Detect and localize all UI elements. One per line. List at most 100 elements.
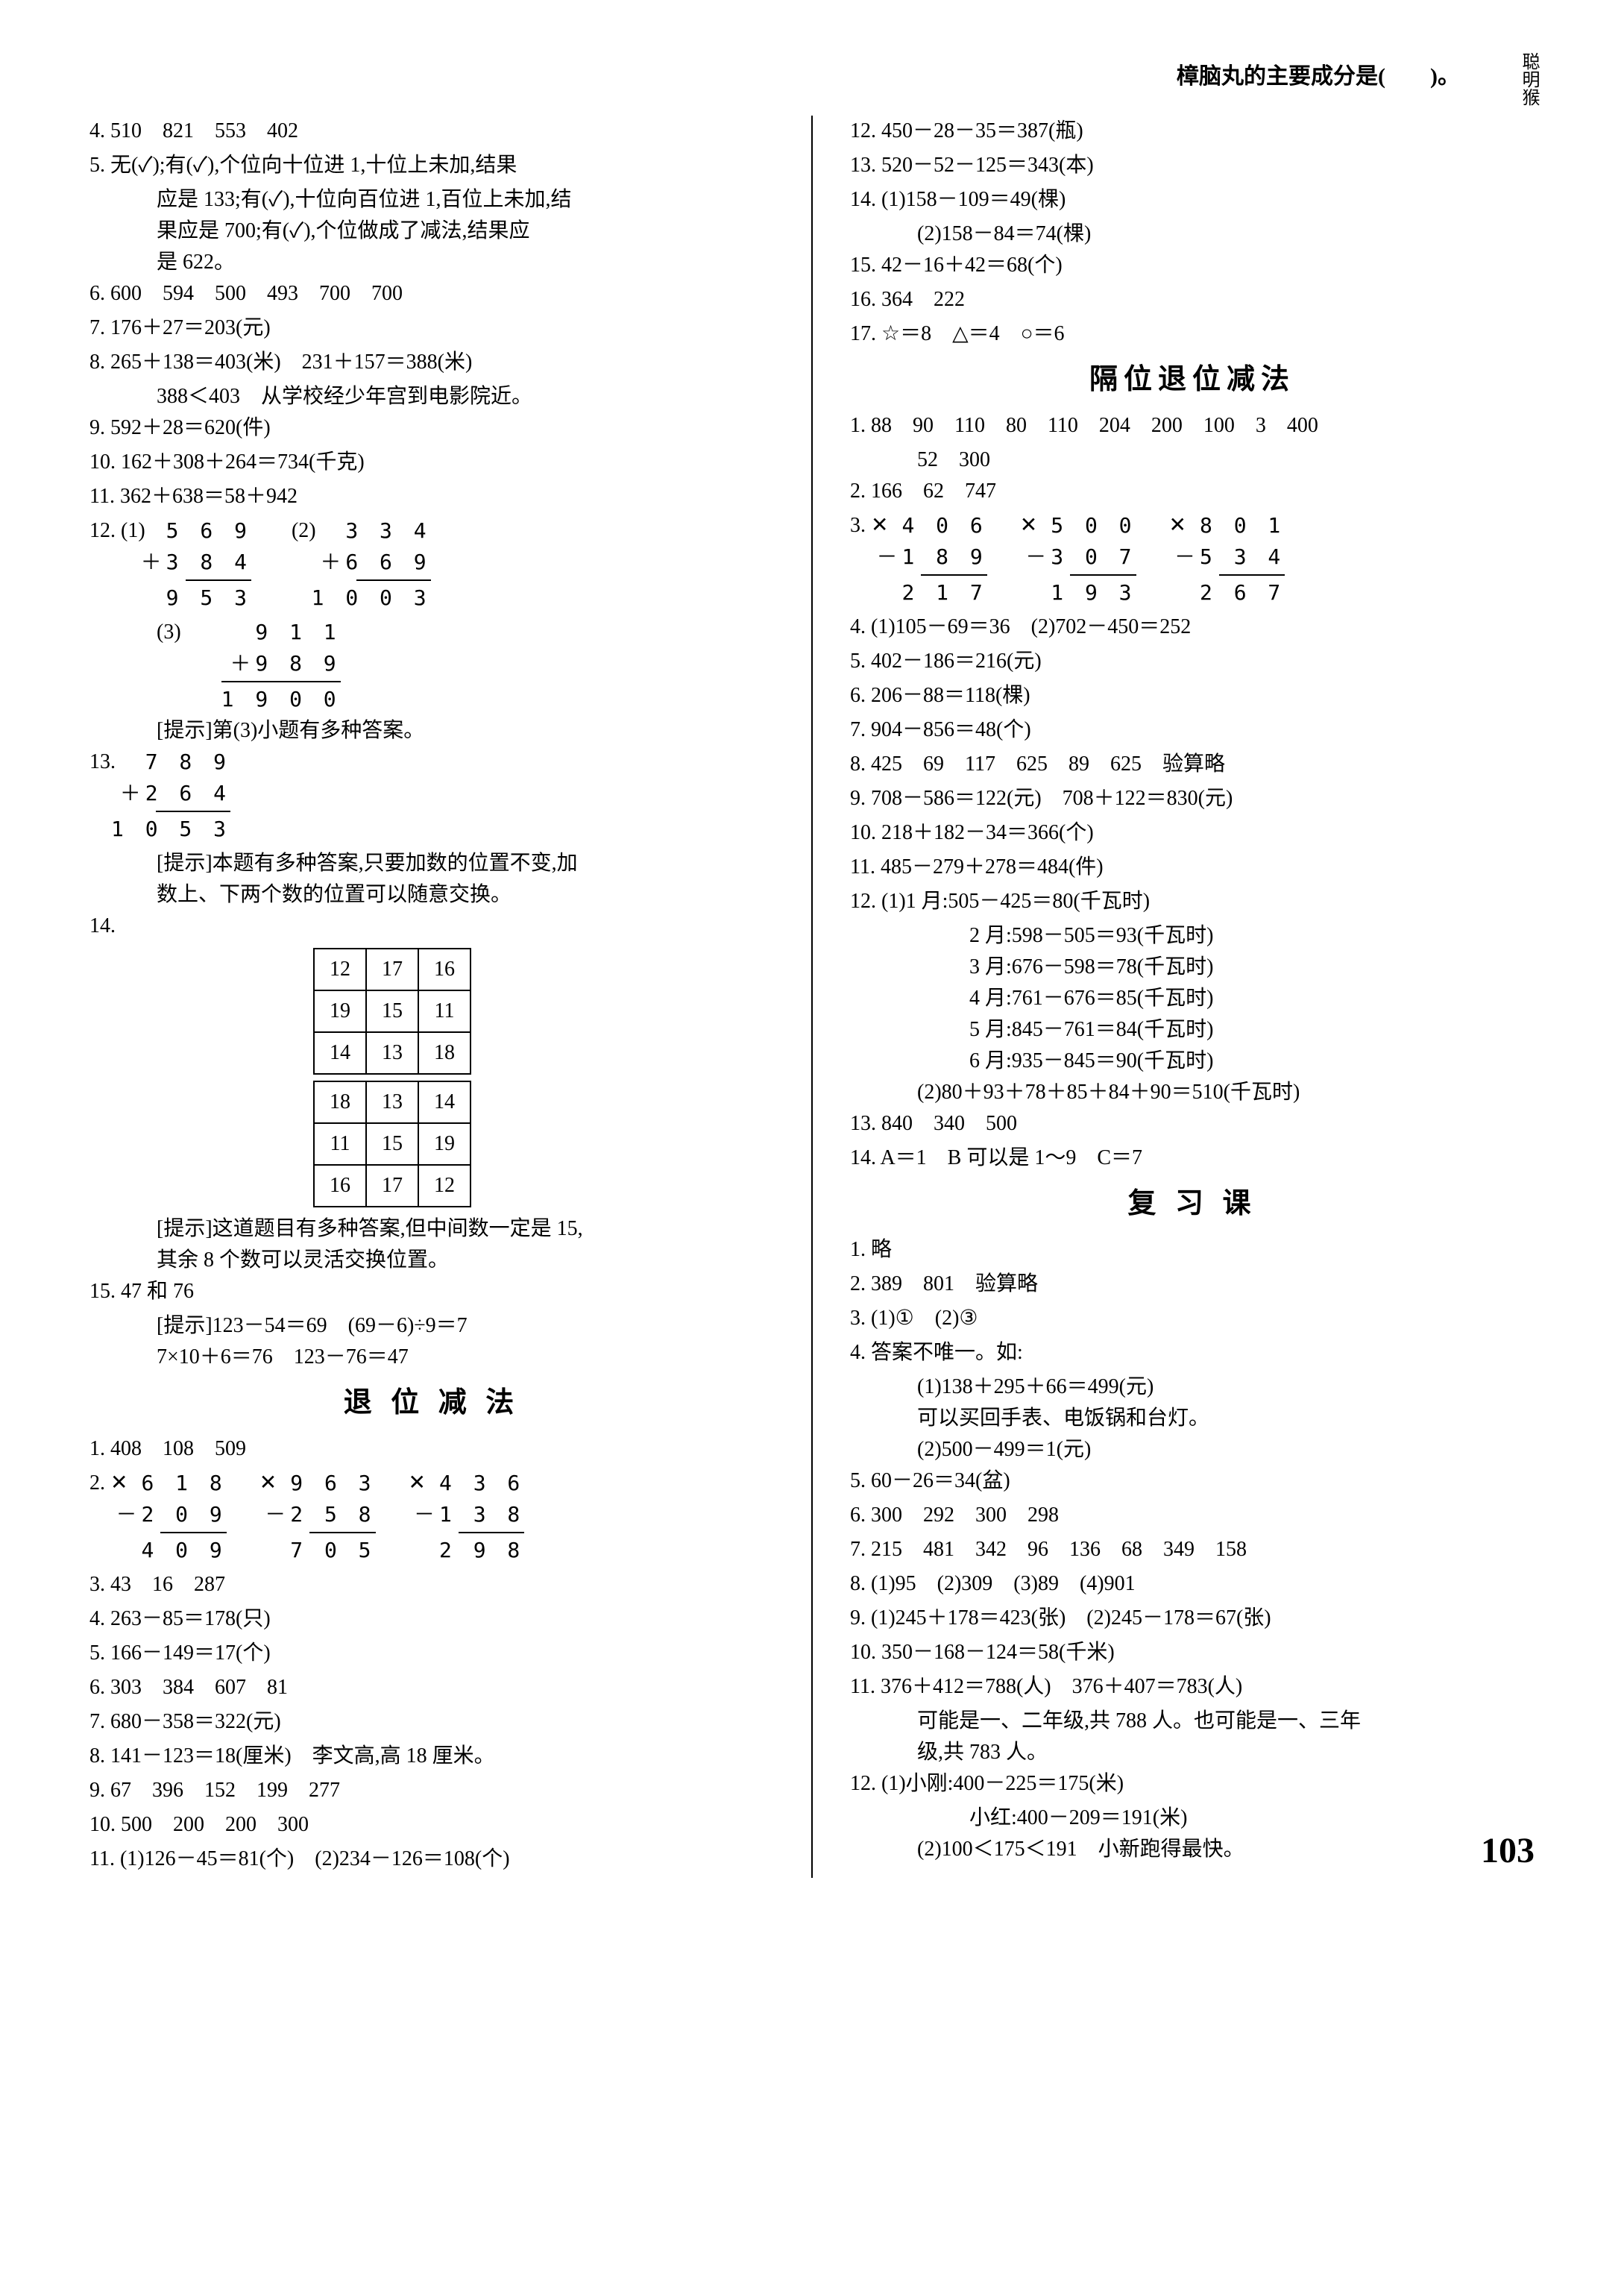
answer-line: 16. 364 222 [850,284,1535,315]
cell: 19 [418,1123,470,1165]
cell: 12 [314,949,366,990]
answer-line: 是 622。 [89,247,774,278]
answer-line: 13. 520－52－125＝343(本) [850,150,1535,181]
answer-line: 8. 425 69 117 625 89 625 验算略 [850,749,1535,780]
answer-line: 14. [89,911,774,942]
answer-line: (2)500－499＝1(元) [850,1434,1535,1465]
answer-line: 5. 166－149＝17(个) [89,1638,774,1669]
answer-line: 7. 904－856＝48(个) [850,714,1535,746]
cross-mark: ✕ [259,1471,277,1495]
cell: 17 [366,1165,418,1207]
calc-row: 1 0 0 3 [356,582,431,614]
calc-row: 3 3 4 [356,515,431,547]
answer-line: 3. ✕ 4 0 6 －1 8 9 2 1 7 ✕ 5 0 0 －3 0 7 1… [850,510,1535,609]
calc-row: 1 9 0 0 [221,684,341,715]
hint-line: [提示]第(3)小题有多种答案。 [89,715,774,747]
answer-line: 6. 206－88＝118(棵) [850,680,1535,711]
answer-line: 11. 376＋412＝788(人) 376＋407＝783(人) [850,1671,1535,1703]
answer-line: 1. 略 [850,1234,1535,1266]
answer-line: (2)158－84＝74(棵) [850,219,1535,250]
answer-line: (1)138＋295＋66＝499(元) [850,1371,1535,1403]
vertical-calc: 7 8 9 ＋2 6 4 1 0 5 3 [156,747,230,845]
answer-line: 12. (1) 5 6 9 ＋3 8 4 9 5 3 (2) 3 3 4 ＋6 … [89,515,774,614]
calc-row: 4 3 6 [459,1468,524,1499]
calc-row: 9 1 1 [221,617,341,648]
vertical-calc: 8 0 1 －5 3 4 2 6 7 [1219,510,1285,609]
answer-line: 52 300 [850,444,1535,476]
answer-line: 10. 500 200 200 300 [89,1809,774,1841]
answer-line: 5. 402－186＝216(元) [850,646,1535,677]
cross-mark: ✕ [1020,514,1037,537]
calc-row: ＋6 6 9 [356,547,431,578]
hint-line: [提示]本题有多种答案,只要加数的位置不变,加 [89,848,774,879]
answer-line: 9. 67 396 152 199 277 [89,1775,774,1806]
item-label: 12. (1) [89,519,145,542]
answer-line: 2 月:598－505＝93(千瓦时) [850,920,1535,952]
cell: 12 [418,1165,470,1207]
magic-square-1: 121716 191511 141318 [313,948,471,1075]
calc-row: 9 6 3 [309,1468,375,1499]
answer-line: 1. 408 108 509 [89,1433,774,1465]
answer-line: 3. 43 16 287 [89,1569,774,1600]
answer-line: 可能是一、二年级,共 788 人。也可能是一、三年 [850,1706,1535,1737]
calc-row: －1 8 9 [921,541,986,573]
calc-row: 5 0 0 [1070,510,1136,541]
calc-rule [356,579,431,581]
answer-line: 14. A＝1 B 可以是 1～9 C＝7 [850,1143,1535,1174]
calc-rule [1219,574,1285,576]
calc-rule [221,681,341,682]
cell: 13 [366,1032,418,1074]
cell: 18 [314,1081,366,1123]
answer-line: 10. 162＋308＋264＝734(千克) [89,447,774,478]
cross-mark: ✕ [409,1471,426,1495]
calc-row: 1 0 5 3 [156,814,230,845]
vertical-calc: 4 0 6 －1 8 9 2 1 7 [921,510,986,609]
answer-line: 11. 362＋638＝58＋942 [89,481,774,512]
calc-row: －2 5 8 [309,1499,375,1530]
answer-line: 12. (1)小刚:400－225＝175(米) [850,1768,1535,1800]
answer-line: 11. 485－279＋278＝484(件) [850,852,1535,883]
answer-line: 13. 7 8 9 ＋2 6 4 1 0 5 3 [89,747,774,845]
cell: 15 [366,990,418,1032]
answer-line: 2. ✕ 6 1 8 －2 0 9 4 0 9 ✕ 9 6 3 －2 5 8 7… [89,1468,774,1566]
item-label: 13. [89,750,116,773]
item-label: 2. ✕ [89,1471,128,1495]
answer-line: 17. ☆＝8 △＝4 ○＝6 [850,318,1535,350]
answer-line: 3. (1)① (2)③ [850,1303,1535,1334]
answer-line: 15. 47 和 76 [89,1276,774,1307]
answer-line: 12. (1)1 月:505－425＝80(千瓦时) [850,886,1535,917]
answer-line: 7. 176＋27＝203(元) [89,312,774,344]
cell: 16 [314,1165,366,1207]
vertical-calc: 9 1 1 ＋9 8 9 1 9 0 0 [221,617,341,715]
answer-line: (2)100＜175＜191 小新跑得最快。 [850,1834,1535,1865]
calc-row: 1 9 3 [1070,577,1136,609]
section-title: 退 位 减 法 [89,1382,774,1424]
answer-line: 1. 88 90 110 80 110 204 200 100 3 400 [850,410,1535,441]
answer-line: 小红:400－209＝191(米) [850,1803,1535,1834]
calc-row: 7 8 9 [156,747,230,778]
answer-line: (3) 9 1 1 ＋9 8 9 1 9 0 0 [89,617,774,715]
answer-line: 6. 600 594 500 493 700 700 [89,278,774,309]
calc-row: －2 0 9 [160,1499,226,1530]
cell: 17 [366,949,418,990]
answer-line: 6 月:935－845＝90(千瓦时) [850,1046,1535,1077]
calc-row: 4 0 9 [160,1535,226,1566]
answer-line: (2)80＋93＋78＋85＋84＋90＝510(千瓦时) [850,1077,1535,1108]
calc-row: 8 0 1 [1219,510,1285,541]
answer-line: 3 月:676－598＝78(千瓦时) [850,952,1535,983]
calc-row: ＋9 8 9 [221,648,341,679]
vertical-calc: 4 3 6 －1 3 8 2 9 8 [459,1468,524,1566]
page-header: 樟脑丸的主要成分是( )。 [89,60,1535,93]
answer-line: 8. (1)95 (2)309 (3)89 (4)901 [850,1568,1535,1600]
answer-line: 6. 300 292 300 298 [850,1500,1535,1531]
hint-line: 其余 8 个数可以灵活交换位置。 [89,1245,774,1276]
answer-line: 388＜403 从学校经少年宫到电影院近。 [89,381,774,412]
hint-line: 数上、下两个数的位置可以随意交换。 [89,879,774,911]
vertical-calc: 5 6 9 ＋3 8 4 9 5 3 [186,515,251,614]
calc-row: 5 6 9 [186,515,251,547]
calc-row: 4 0 6 [921,510,986,541]
cell: 11 [418,990,470,1032]
answer-line: 果应是 700;有(✓),个位做成了减法,结果应 [89,216,774,247]
calc-rule [921,574,986,576]
answer-line: 2. 166 62 747 [850,476,1535,507]
